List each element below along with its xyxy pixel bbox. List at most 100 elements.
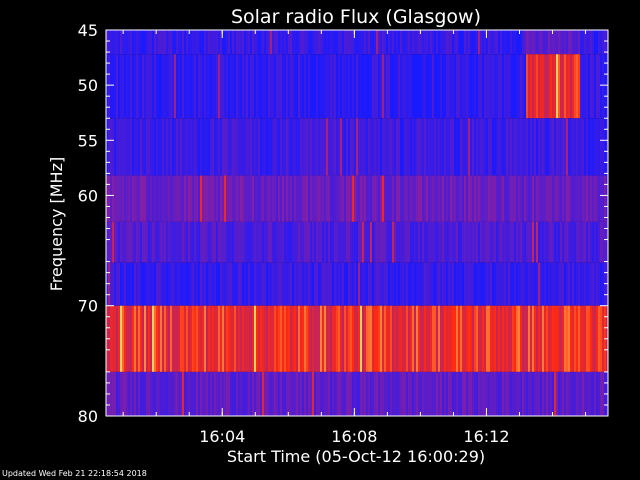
heatmap-cell bbox=[286, 371, 289, 416]
heatmap-cell bbox=[212, 371, 215, 416]
heatmap-cell bbox=[588, 30, 591, 55]
heatmap-cell bbox=[334, 30, 337, 55]
heatmap-cell bbox=[584, 262, 587, 306]
heatmap-cell bbox=[338, 54, 341, 119]
heatmap-cell bbox=[250, 54, 253, 119]
heatmap-cell bbox=[312, 54, 315, 119]
heatmap-cell bbox=[586, 221, 589, 263]
heatmap-cell bbox=[124, 30, 127, 55]
heatmap-cell bbox=[196, 262, 199, 306]
heatmap-cell bbox=[366, 175, 369, 222]
heatmap-cell bbox=[120, 118, 123, 176]
heatmap-cell bbox=[490, 30, 493, 55]
heatmap-cell bbox=[250, 221, 253, 263]
heatmap-cell bbox=[310, 54, 313, 119]
heatmap-cell bbox=[544, 221, 547, 263]
heatmap-cell bbox=[154, 371, 157, 416]
heatmap-cell bbox=[268, 305, 271, 372]
heatmap-cell bbox=[558, 262, 561, 306]
heatmap-cell bbox=[374, 305, 377, 372]
heatmap-cell bbox=[328, 221, 331, 263]
heatmap-cell bbox=[112, 305, 115, 372]
heatmap-cell bbox=[248, 118, 251, 176]
heatmap-cell bbox=[460, 262, 463, 306]
heatmap-cell bbox=[186, 54, 189, 119]
heatmap-cell bbox=[286, 30, 289, 55]
heatmap-cell bbox=[214, 30, 217, 55]
heatmap-cell bbox=[164, 30, 167, 55]
heatmap-cell bbox=[150, 54, 153, 119]
heatmap-cell bbox=[562, 221, 565, 263]
heatmap-cell bbox=[330, 54, 333, 119]
heatmap-cell bbox=[388, 175, 391, 222]
heatmap-cell bbox=[520, 30, 523, 55]
heatmap-cell bbox=[508, 54, 511, 119]
heatmap-cell bbox=[440, 262, 443, 306]
heatmap-cell bbox=[406, 118, 409, 176]
heatmap-cell bbox=[518, 371, 521, 416]
heatmap-cell bbox=[414, 30, 417, 55]
heatmap-cell bbox=[118, 30, 121, 55]
heatmap-cell bbox=[332, 305, 335, 372]
heatmap-cell bbox=[538, 30, 541, 55]
heatmap-cell bbox=[386, 221, 389, 263]
heatmap-cell bbox=[564, 221, 567, 263]
heatmap-cell bbox=[462, 118, 465, 176]
heatmap-cell bbox=[154, 221, 157, 263]
heatmap-cell bbox=[276, 221, 279, 263]
heatmap-cell bbox=[284, 54, 287, 119]
heatmap-cell bbox=[596, 262, 599, 306]
heatmap-cell bbox=[564, 262, 567, 306]
heatmap-cell bbox=[172, 54, 175, 119]
heatmap-cell bbox=[166, 371, 169, 416]
heatmap-cell bbox=[224, 221, 227, 263]
heatmap-cell bbox=[458, 262, 461, 306]
heatmap-cell bbox=[604, 118, 607, 176]
heatmap-cell bbox=[524, 118, 527, 176]
heatmap-cell bbox=[232, 221, 235, 263]
heatmap-cell bbox=[238, 30, 241, 55]
heatmap-cell bbox=[130, 221, 133, 263]
heatmap-cell bbox=[178, 262, 181, 306]
heatmap-cell bbox=[386, 262, 389, 306]
heatmap-cell bbox=[126, 262, 129, 306]
heatmap-cell bbox=[262, 118, 265, 176]
heatmap-cell bbox=[458, 221, 461, 263]
heatmap-cell bbox=[470, 175, 473, 222]
heatmap-cell bbox=[442, 118, 445, 176]
heatmap-cell bbox=[442, 54, 445, 119]
heatmap-cell bbox=[190, 175, 193, 222]
heatmap-cell bbox=[134, 262, 137, 306]
heatmap-cell bbox=[532, 305, 535, 372]
heatmap-cell bbox=[364, 54, 367, 119]
heatmap-cell bbox=[590, 54, 593, 119]
heatmap-cell bbox=[448, 305, 451, 372]
heatmap-cell bbox=[122, 262, 125, 306]
heatmap-cell bbox=[198, 54, 201, 119]
heatmap-cell bbox=[288, 371, 291, 416]
heatmap-cell bbox=[416, 118, 419, 176]
heatmap-cell bbox=[110, 371, 113, 416]
heatmap-cell bbox=[560, 175, 563, 222]
heatmap-cell bbox=[232, 175, 235, 222]
heatmap-cell bbox=[464, 305, 467, 372]
heatmap-cell bbox=[262, 221, 265, 263]
heatmap-cell bbox=[398, 175, 401, 222]
heatmap-cell bbox=[506, 371, 509, 416]
heatmap-cell bbox=[244, 305, 247, 372]
heatmap-cell bbox=[226, 54, 229, 119]
heatmap-cell bbox=[596, 371, 599, 416]
heatmap-cell bbox=[160, 175, 163, 222]
heatmap-cell bbox=[230, 371, 233, 416]
heatmap-cell bbox=[510, 175, 513, 222]
heatmap-cell bbox=[388, 30, 391, 55]
heatmap-cell bbox=[276, 371, 279, 416]
heatmap-cell bbox=[536, 30, 539, 55]
heatmap-cell bbox=[210, 221, 213, 263]
heatmap-cell bbox=[234, 54, 237, 119]
heatmap-cell bbox=[348, 371, 351, 416]
heatmap-cell bbox=[546, 305, 549, 372]
heatmap-cell bbox=[256, 305, 259, 372]
heatmap-cell bbox=[114, 371, 117, 416]
heatmap-cell bbox=[454, 54, 457, 119]
